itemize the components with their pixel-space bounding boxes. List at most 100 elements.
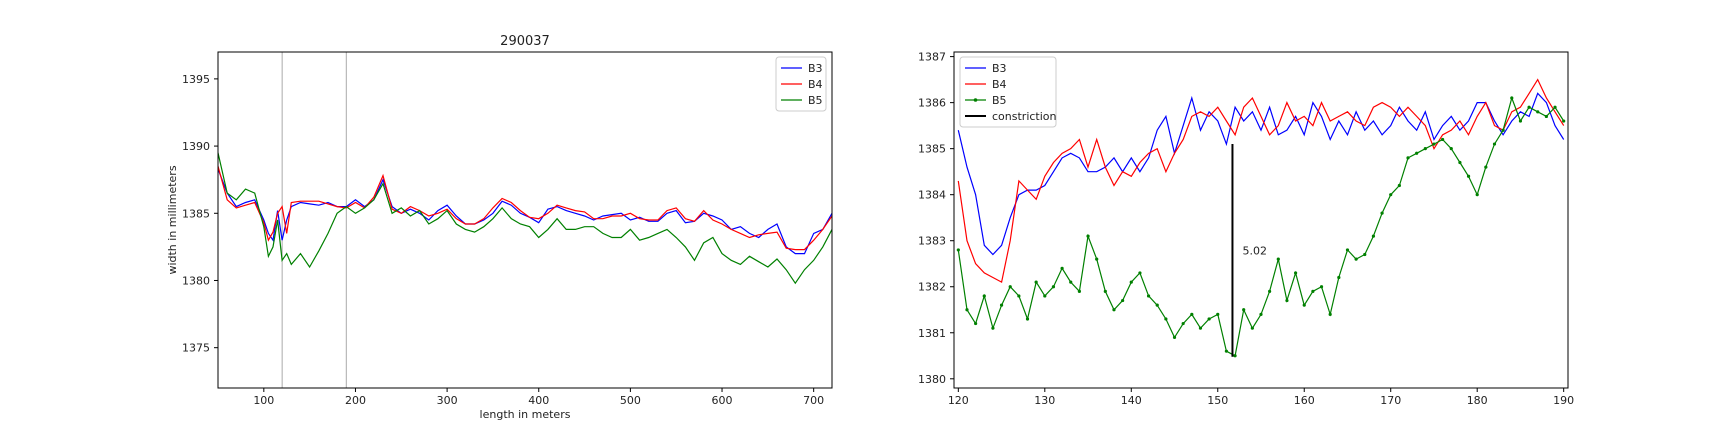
- data-point-b5: [1345, 248, 1350, 252]
- data-point-b5: [1224, 349, 1229, 353]
- x-tick-label: 170: [1380, 394, 1401, 407]
- data-point-b5: [1095, 257, 1099, 261]
- x-tick-label: 100: [253, 394, 274, 407]
- y-tick-label: 1385: [182, 207, 210, 220]
- plot-frame: [217, 51, 833, 389]
- data-point-b5: [1354, 257, 1358, 261]
- data-point-b5: [1406, 156, 1410, 160]
- data-point-b5: [1475, 193, 1479, 197]
- data-point-b5: [1510, 96, 1514, 100]
- data-point-b5: [1259, 312, 1263, 316]
- data-point-b5: [1466, 174, 1471, 178]
- data-point-b5: [1458, 160, 1462, 165]
- data-point-b5: [1311, 289, 1315, 293]
- legend-label: B4: [808, 78, 823, 91]
- data-point-b5: [1043, 294, 1047, 298]
- x-tick-label: 150: [1207, 394, 1228, 407]
- data-point-b5: [1527, 105, 1531, 109]
- x-tick-label: 600: [712, 394, 733, 407]
- data-point-b5: [1484, 165, 1488, 169]
- y-tick-label: 1375: [182, 342, 210, 355]
- data-point-b5: [1536, 110, 1540, 114]
- data-point-b5: [1077, 289, 1081, 293]
- data-point-b5: [1146, 294, 1151, 298]
- chart-2: 5.02 120 130 140 150 160 170 180 190 1380 1381 1382…: [918, 51, 1574, 407]
- x-tick-label: 120: [948, 394, 969, 407]
- data-point-b5: [1155, 303, 1159, 307]
- y-tick-label: 1395: [182, 73, 210, 86]
- data-point-b5: [1285, 298, 1289, 303]
- x-tick-label: 500: [620, 394, 641, 407]
- y-tick-label: 1383: [918, 235, 946, 248]
- x-tick-label: 160: [1294, 394, 1315, 407]
- legend: B3 B4 B5 constriction: [959, 56, 1057, 128]
- data-point-b5: [999, 303, 1004, 307]
- data-point-b5: [1207, 317, 1211, 321]
- data-point-b5: [1397, 183, 1401, 188]
- data-point-b5: [1518, 119, 1523, 123]
- y-tick-label: 1385: [918, 143, 946, 156]
- data-point-b5: [1112, 308, 1116, 312]
- series-line-b4: [957, 78, 1565, 284]
- data-point-b5: [1164, 317, 1168, 321]
- data-point-b5: [982, 294, 986, 298]
- data-point-b5: [1553, 105, 1557, 109]
- legend-label: B3: [808, 62, 823, 75]
- data-point-b5: [991, 326, 995, 330]
- x-tick-label: 130: [1034, 394, 1055, 407]
- legend-label: constriction: [992, 110, 1057, 123]
- data-point-b5: [1337, 275, 1341, 280]
- legend-box: [959, 56, 1057, 128]
- data-point-b5: [1172, 335, 1177, 339]
- data-point-b5: [1216, 312, 1220, 316]
- data-point-b5: [1017, 294, 1021, 298]
- y-tick-label: 1382: [918, 281, 946, 294]
- data-point-b5: [974, 321, 978, 326]
- data-point-b5: [1562, 119, 1566, 123]
- data-point-b5: [1423, 147, 1427, 151]
- data-point-b5: [1250, 326, 1254, 330]
- data-point-b5: [1034, 280, 1038, 284]
- y-tick-label: 1380: [182, 274, 210, 287]
- data-point-b5: [1051, 285, 1056, 289]
- series-line-b4: [218, 166, 832, 251]
- series-line-b5: [957, 96, 1565, 357]
- x-axis-label: length in meters: [480, 408, 571, 421]
- data-point-b5: [1242, 308, 1246, 312]
- series-line-b3: [218, 168, 832, 255]
- plot-frame: [953, 51, 1569, 389]
- data-point-b5: [1069, 280, 1073, 284]
- x-tick-label: 400: [528, 394, 549, 407]
- legend-label: B4: [992, 78, 1007, 91]
- data-point-b5: [1025, 317, 1030, 321]
- x-tick-label: 200: [345, 394, 366, 407]
- chart-title: 290037: [500, 34, 550, 49]
- data-point-b5: [1233, 354, 1237, 358]
- data-point-b5: [1363, 252, 1367, 257]
- data-point-b5: [1268, 289, 1272, 293]
- data-point-b5: [1103, 289, 1107, 293]
- data-point-b5: [1380, 211, 1384, 215]
- data-point-b5: [1371, 234, 1376, 238]
- chart-1: 100 200 300 400 500 600 700 1375 1380 1385 1390 139…: [166, 34, 833, 421]
- data-point-b5: [1293, 271, 1298, 275]
- x-tick-label: 700: [803, 394, 824, 407]
- x-tick-label: 140: [1121, 394, 1142, 407]
- data-point-b5: [1190, 312, 1194, 316]
- data-point-b5: [1008, 285, 1012, 289]
- data-point-b5: [1449, 147, 1453, 151]
- y-tick-label: 1384: [918, 189, 946, 202]
- y-axis-label: width in millimeters: [166, 165, 179, 274]
- data-point-b5: [1389, 193, 1393, 197]
- data-point-b5: [1086, 234, 1090, 238]
- x-tick-label: 190: [1553, 394, 1574, 407]
- x-tick-label: 180: [1467, 394, 1488, 407]
- data-point-b5: [1138, 271, 1142, 275]
- data-point-b5: [956, 248, 960, 252]
- data-point-b5: [1276, 257, 1280, 261]
- x-tick-label: 300: [437, 394, 458, 407]
- legend-marker: [973, 98, 978, 102]
- data-point-b5: [1441, 137, 1445, 142]
- y-tick-label: 1386: [918, 97, 946, 110]
